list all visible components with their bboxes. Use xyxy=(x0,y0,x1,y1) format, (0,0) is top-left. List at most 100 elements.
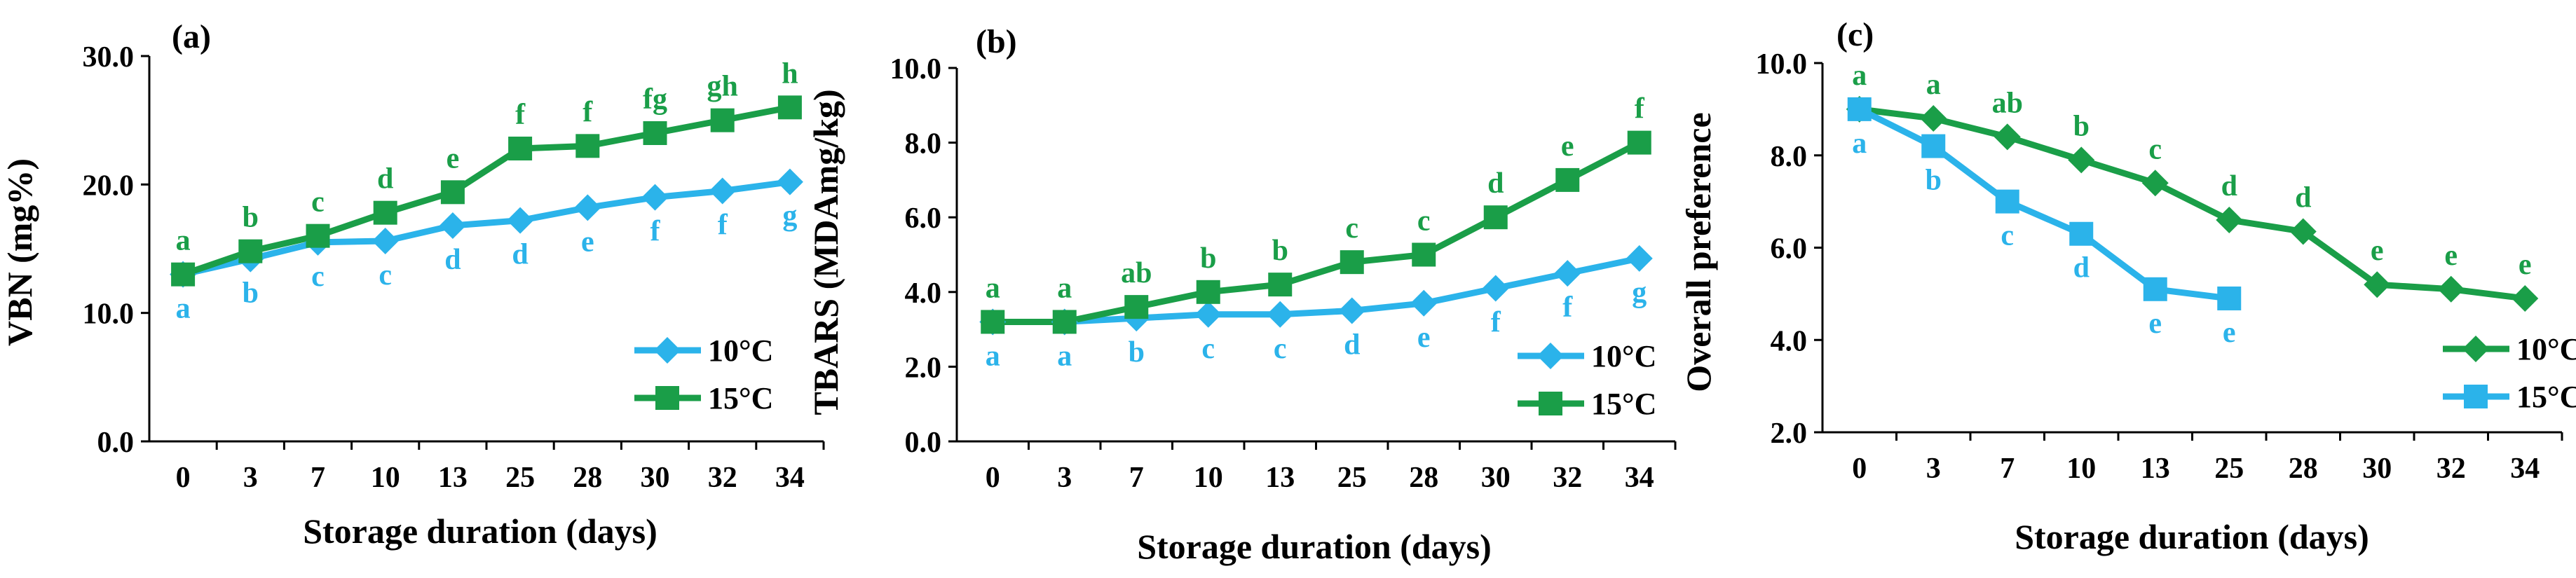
series-line-1 xyxy=(993,255,1640,325)
significance-letter: a xyxy=(986,340,1000,372)
data-point xyxy=(508,137,533,160)
legend-label: 10°C xyxy=(708,333,773,368)
x-tick-label: 3 xyxy=(1057,462,1072,494)
data-point xyxy=(2512,284,2539,312)
data-point xyxy=(1920,105,1947,132)
x-tick-label: 10 xyxy=(371,462,400,494)
significance-letter: d xyxy=(1487,167,1504,200)
data-point xyxy=(1995,189,2019,214)
data-point xyxy=(574,194,601,221)
significance-letter: gh xyxy=(707,71,738,103)
significance-letter: b xyxy=(243,202,259,234)
data-point xyxy=(1555,167,1580,192)
x-tick-label: 25 xyxy=(2214,453,2244,485)
significance-letter: ab xyxy=(1121,257,1152,289)
y-tick-label: 8.0 xyxy=(905,128,942,160)
y-tick-label: 10.0 xyxy=(83,298,135,331)
significance-letter: g xyxy=(1632,277,1647,309)
data-point xyxy=(1340,250,1364,275)
significance-letter: e xyxy=(1561,130,1574,163)
significance-letter: c xyxy=(311,261,325,293)
x-tick-label: 3 xyxy=(243,462,258,494)
chart-panel-2: 0.0 2.0 4.0 6.0 8.0 10.0 0 3 7 10 13 25 28 30 32 34 Stor… xyxy=(806,23,1677,566)
series-line-2 xyxy=(182,104,791,277)
significance-letter: d xyxy=(2073,252,2090,284)
y-tick-label: 2.0 xyxy=(905,352,942,384)
panel-label: (c) xyxy=(1836,16,1874,53)
significance-letter: f xyxy=(1635,93,1645,125)
data-point xyxy=(776,168,803,195)
data-point xyxy=(440,180,465,205)
significance-letter: a xyxy=(986,272,1000,304)
data-point xyxy=(710,108,735,132)
significance-letter: b xyxy=(1272,235,1288,267)
data-point xyxy=(1482,275,1509,302)
x-tick-label: 0 xyxy=(986,462,1000,494)
data-point xyxy=(2068,146,2095,174)
legend-marker xyxy=(654,337,681,364)
significance-letter: b xyxy=(1200,242,1216,275)
x-tick-label: 7 xyxy=(2000,453,2015,485)
significance-letter: d xyxy=(2295,181,2311,214)
significance-letter: e xyxy=(1417,322,1431,354)
x-tick-label: 10 xyxy=(1194,462,1223,494)
x-tick-label: 30 xyxy=(1481,462,1511,494)
y-axis-title: Overall preference xyxy=(1679,112,1718,392)
significance-letter: d xyxy=(2221,170,2237,202)
data-point xyxy=(507,207,534,234)
x-tick-label: 3 xyxy=(1926,453,1941,485)
significance-letter: f xyxy=(582,96,593,128)
legend-label: 15°C xyxy=(2516,380,2576,414)
data-point xyxy=(372,228,399,254)
significance-letter: c xyxy=(2148,133,2162,165)
x-tick-label: 0 xyxy=(176,462,191,494)
x-tick-label: 0 xyxy=(1852,453,1867,485)
y-tick-label: 6.0 xyxy=(905,202,942,235)
x-tick-label: 13 xyxy=(1265,462,1295,494)
data-point xyxy=(1554,260,1581,287)
legend-marker xyxy=(2464,385,2488,408)
significance-letter: d xyxy=(444,244,461,276)
significance-letter: a xyxy=(1057,340,1072,372)
panel-label: (a) xyxy=(172,18,211,55)
y-tick-label: 8.0 xyxy=(1771,141,1808,173)
data-point xyxy=(439,212,466,239)
x-tick-label: 34 xyxy=(775,462,805,494)
x-axis-title: Storage duration (days) xyxy=(2015,517,2369,556)
significance-letter: d xyxy=(377,163,393,195)
data-point xyxy=(1196,280,1220,304)
data-point xyxy=(2437,275,2465,303)
significance-letter: b xyxy=(1129,336,1145,369)
x-tick-label: 25 xyxy=(1337,462,1367,494)
x-tick-label: 13 xyxy=(438,462,468,494)
data-point xyxy=(2069,221,2094,246)
significance-letter: a xyxy=(1852,128,1867,160)
data-point xyxy=(238,239,263,263)
significance-letter: f xyxy=(1491,306,1501,338)
data-point xyxy=(1052,310,1077,334)
significance-letter: a xyxy=(176,225,191,257)
data-point xyxy=(1410,289,1438,317)
x-tick-label: 32 xyxy=(708,462,737,494)
significance-letter: c xyxy=(1201,333,1215,365)
significance-letter: e xyxy=(2519,249,2532,281)
data-point xyxy=(2216,206,2243,233)
significance-letter: c xyxy=(1417,205,1431,238)
significance-letter: f xyxy=(1562,291,1573,324)
data-point xyxy=(1412,242,1436,267)
data-point xyxy=(2217,286,2242,310)
y-tick-label: 4.0 xyxy=(905,277,942,310)
y-tick-label: 0.0 xyxy=(905,427,942,459)
y-tick-label: 30.0 xyxy=(83,41,135,74)
y-tick-label: 10.0 xyxy=(890,53,942,85)
significance-letter: b xyxy=(1926,165,1942,197)
significance-letter: a xyxy=(1057,272,1072,304)
data-point xyxy=(1268,273,1293,297)
significance-letter: f xyxy=(718,209,728,242)
x-tick-label: 13 xyxy=(2141,453,2170,485)
x-tick-label: 30 xyxy=(641,462,670,494)
x-axis-title: Storage duration (days) xyxy=(1137,527,1492,566)
panel-label: (b) xyxy=(976,23,1017,60)
data-point xyxy=(1627,130,1651,155)
y-tick-label: 4.0 xyxy=(1771,325,1808,357)
